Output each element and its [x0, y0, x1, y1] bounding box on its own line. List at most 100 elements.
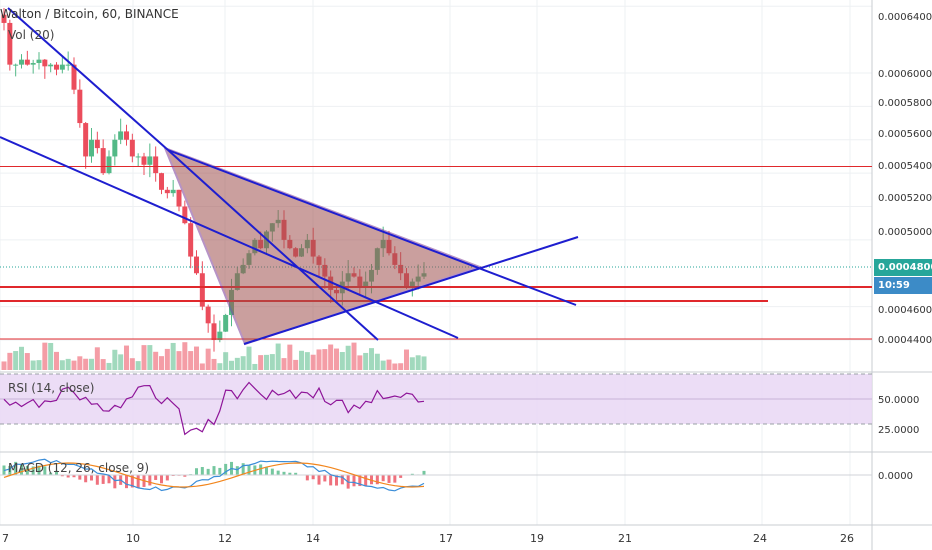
- candle-body: [164, 189, 170, 194]
- candle-body: [194, 256, 199, 274]
- macd-histogram-bar: [37, 465, 41, 476]
- macd-histogram-bar: [340, 475, 344, 485]
- trendline: [167, 149, 577, 306]
- volume-bar: [106, 362, 112, 370]
- price-tick-label: 0.0006400: [878, 12, 932, 23]
- macd-histogram-bar: [107, 475, 111, 484]
- macd-histogram-bar: [20, 464, 23, 476]
- macd-histogram-bar: [8, 465, 12, 476]
- volume-bar: [135, 361, 141, 370]
- macd-histogram-bar: [335, 475, 338, 486]
- volume-bar: [398, 363, 404, 370]
- volume-bar: [304, 352, 310, 370]
- volume-bar: [89, 358, 94, 370]
- candle-body: [124, 131, 129, 140]
- volume-bar: [328, 344, 334, 370]
- volume-bar: [129, 358, 135, 370]
- triangle-pattern: [163, 146, 484, 346]
- macd-histogram-bar: [364, 475, 368, 487]
- macd-histogram-bar: [358, 475, 362, 487]
- macd-histogram-bar: [136, 475, 140, 489]
- volume-bar: [392, 363, 398, 370]
- volume-bar: [369, 348, 374, 370]
- signal-line: [3, 462, 425, 488]
- macd-line: [3, 458, 425, 492]
- candle-body: [211, 323, 217, 340]
- candle-body: [129, 139, 135, 157]
- macd-histogram-bar: [183, 475, 187, 477]
- volume-bar: [159, 356, 164, 370]
- candle-body: [30, 62, 36, 65]
- macd-histogram-bar: [66, 475, 70, 478]
- macd-histogram-bar: [294, 472, 298, 476]
- price-tick-label: 0.0005200: [878, 193, 932, 204]
- candle-body: [217, 331, 223, 340]
- macd-histogram-bar: [125, 475, 128, 489]
- macd-histogram-bar: [393, 475, 397, 483]
- volume-bar: [374, 353, 380, 370]
- macd-histogram-bar: [265, 467, 268, 476]
- price-tick-label: 0.0004600: [878, 305, 932, 316]
- rsi-label: RSI (14, close): [8, 381, 95, 395]
- volume-bar: [234, 357, 240, 370]
- candle-body: [100, 148, 106, 174]
- candle-body: [65, 64, 71, 66]
- candle-body: [135, 156, 141, 158]
- candle-body: [199, 273, 205, 307]
- volume-bar: [293, 359, 299, 370]
- volume-bar: [316, 349, 322, 370]
- time-tick-label: 24: [753, 532, 767, 545]
- candle-body: [118, 131, 124, 140]
- volume-bar: [299, 350, 304, 370]
- volume-bar: [42, 342, 48, 370]
- countdown-tag: 10:59: [874, 277, 932, 294]
- volume-bar: [24, 353, 30, 370]
- macd-histogram-bar: [282, 471, 286, 476]
- macd-histogram-bar: [55, 470, 58, 476]
- volume-bar: [281, 358, 287, 370]
- candle-body: [89, 139, 94, 157]
- macd-histogram-bar: [305, 475, 309, 481]
- candle-body: [77, 89, 83, 124]
- macd-histogram-bar: [311, 475, 315, 480]
- macd-histogram-bar: [259, 464, 263, 476]
- chart-title: Walton / Bitcoin, 60, BINANCE: [0, 7, 179, 21]
- volume-bar: [421, 356, 427, 370]
- macd-histogram-bar: [399, 475, 403, 478]
- price-tick-label: 0.0005800: [878, 98, 932, 109]
- macd-histogram-bar: [270, 468, 274, 476]
- macd-histogram-bar: [113, 475, 117, 489]
- volume-bar: [71, 360, 77, 370]
- trendline: [243, 236, 579, 345]
- time-tick-label: 17: [439, 532, 453, 545]
- candle-body: [112, 139, 118, 157]
- volume-bar: [252, 363, 258, 370]
- macd-histogram-bar: [224, 463, 228, 476]
- macd-histogram-bar: [370, 475, 373, 485]
- volume-bar: [217, 363, 223, 370]
- volume-bar: [269, 354, 275, 370]
- macd-histogram-bar: [329, 475, 333, 486]
- volume-bar: [30, 360, 36, 370]
- price-tick-label: 0.0006000: [878, 69, 932, 80]
- volume-bar: [415, 355, 421, 370]
- volume-bar: [357, 355, 363, 370]
- volume-bar: [363, 352, 369, 370]
- candle-body: [59, 64, 65, 70]
- macd-histogram-bar: [84, 475, 88, 483]
- macd-histogram-bar: [49, 472, 53, 476]
- macd-histogram-bar: [165, 475, 169, 481]
- macd-tick-label: 0.0000: [878, 471, 913, 482]
- macd-histogram-bar: [212, 466, 216, 476]
- volume-bar: [339, 352, 345, 370]
- candle-body: [159, 173, 164, 190]
- volume-bar: [386, 359, 392, 370]
- candle-body: [141, 156, 147, 165]
- macd-histogram-bar: [101, 475, 105, 484]
- macd-histogram-bar: [72, 475, 76, 478]
- candle-body: [19, 59, 24, 65]
- rsi-tick-label: 25.0000: [878, 425, 919, 436]
- volume-bar: [19, 346, 24, 370]
- volume-bar: [118, 354, 124, 370]
